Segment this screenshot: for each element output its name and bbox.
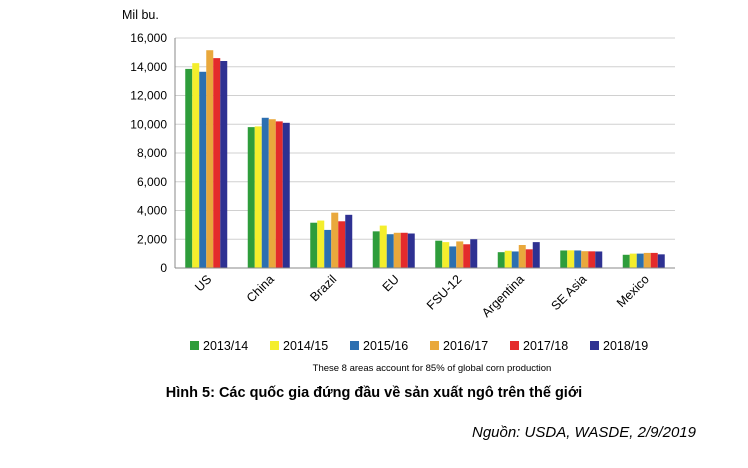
bar-brazil-2014-15: [317, 220, 325, 268]
bar-eu-2013-14: [372, 231, 380, 268]
bar-argentina-2013-14: [497, 252, 505, 268]
legend: 2013/14 2014/15 2015/16 2016/17 2017/18 2018/…: [190, 339, 648, 353]
bar-us-2013-14: [185, 68, 193, 268]
legend-swatch: [350, 341, 359, 350]
source-credit: Nguồn: USDA, WASDE, 2/9/2019: [471, 424, 696, 441]
y-tick-label: 2,000: [137, 232, 167, 246]
bar-china-2015-16: [261, 117, 269, 268]
legend-label: 2013/14: [203, 339, 248, 353]
y-tick-label: 16,000: [130, 31, 167, 45]
category-label: SE Asia: [549, 272, 590, 313]
corn-production-chart: 0 2,000 4,000 6,000 8,000 10,000 12,000 14,000 1…: [122, 8, 675, 374]
bar-fsu-12-2018-19: [470, 239, 478, 268]
bar-eu-2016-17: [393, 232, 401, 268]
bar-eu-2018-19: [407, 233, 415, 268]
bar-us-2014-15: [192, 63, 200, 268]
bar-argentina-2014-15: [504, 250, 512, 268]
legend-label: 2015/16: [363, 339, 408, 353]
bars: [185, 50, 665, 268]
bar-us-2018-19: [220, 61, 228, 268]
bar-mexico-2017-18: [650, 252, 658, 268]
bar-argentina-2015-16: [511, 251, 519, 268]
bar-mexico-2015-16: [636, 253, 644, 268]
bar-argentina-2016-17: [518, 245, 526, 268]
bar-brazil-2015-16: [324, 229, 332, 268]
bar-se-asia-2014-15: [567, 250, 575, 268]
legend-swatch: [510, 341, 519, 350]
y-axis-unit-label: Mil bu.: [122, 8, 159, 22]
bar-us-2016-17: [206, 50, 214, 268]
category-label: Mexico: [614, 272, 652, 310]
bar-eu-2017-18: [400, 232, 408, 268]
bar-se-asia-2015-16: [574, 250, 582, 268]
bar-china-2014-15: [254, 126, 262, 268]
bar-se-asia-2018-19: [595, 251, 603, 268]
y-tick-label: 4,000: [137, 204, 167, 218]
bar-mexico-2013-14: [622, 254, 630, 268]
y-tick-label: 8,000: [137, 146, 167, 160]
bar-brazil-2016-17: [331, 212, 339, 268]
legend-swatch: [270, 341, 279, 350]
bar-us-2015-16: [199, 71, 207, 268]
bar-fsu-12-2015-16: [449, 246, 457, 268]
bar-fsu-12-2013-14: [435, 240, 443, 268]
y-axis-ticks: 0 2,000 4,000 6,000 8,000 10,000 12,000 14,000 1…: [130, 31, 167, 275]
bar-china-2013-14: [247, 127, 255, 268]
legend-swatch: [190, 341, 199, 350]
category-label: Argentina: [479, 272, 527, 320]
bar-argentina-2018-19: [532, 242, 540, 268]
y-tick-label: 10,000: [130, 117, 167, 131]
bar-brazil-2018-19: [345, 214, 353, 268]
chart-note: These 8 areas account for 85% of global …: [313, 363, 552, 374]
y-tick-label: 6,000: [137, 175, 167, 189]
legend-label: 2016/17: [443, 339, 488, 353]
legend-swatch: [430, 341, 439, 350]
bar-china-2016-17: [268, 119, 276, 268]
bar-brazil-2017-18: [338, 221, 346, 268]
bar-mexico-2016-17: [643, 252, 651, 268]
legend-label: 2017/18: [523, 339, 568, 353]
bar-se-asia-2013-14: [560, 250, 568, 268]
category-label: Brazil: [307, 272, 339, 304]
legend-label: 2014/15: [283, 339, 328, 353]
bar-mexico-2014-15: [629, 253, 637, 268]
y-tick-label: 0: [160, 261, 167, 275]
bar-mexico-2018-19: [657, 254, 665, 268]
y-tick-label: 12,000: [130, 89, 167, 103]
bar-fsu-12-2016-17: [456, 241, 464, 268]
bar-china-2017-18: [275, 121, 283, 268]
bar-se-asia-2016-17: [581, 251, 589, 268]
x-axis-categories: US China Brazil EU FSU-12 Argentina SE Asia Mex…: [192, 272, 652, 320]
bar-china-2018-19: [282, 122, 290, 268]
figure-caption: Hình 5: Các quốc gia đứng đầu về sản xuấ…: [165, 385, 583, 401]
legend-label: 2018/19: [603, 339, 648, 353]
category-label: FSU-12: [424, 272, 464, 312]
legend-swatch: [590, 341, 599, 350]
bar-fsu-12-2014-15: [442, 242, 450, 268]
category-label: US: [192, 272, 214, 294]
bar-brazil-2013-14: [310, 222, 318, 268]
category-label: EU: [380, 272, 402, 294]
bar-se-asia-2017-18: [588, 251, 596, 268]
bar-eu-2014-15: [379, 225, 387, 268]
category-label: China: [244, 272, 277, 305]
bar-us-2017-18: [213, 58, 221, 268]
y-tick-label: 14,000: [130, 60, 167, 74]
bar-fsu-12-2017-18: [463, 244, 471, 268]
bar-eu-2015-16: [386, 234, 394, 268]
bar-argentina-2017-18: [525, 249, 533, 268]
